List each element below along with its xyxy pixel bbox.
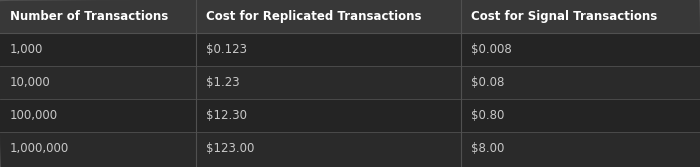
Text: Number of Transactions: Number of Transactions: [10, 10, 168, 23]
Text: 100,000: 100,000: [10, 109, 58, 122]
Text: 1,000,000: 1,000,000: [10, 142, 69, 155]
Text: $0.123: $0.123: [206, 43, 247, 56]
Text: Cost for Signal Transactions: Cost for Signal Transactions: [471, 10, 657, 23]
Bar: [0, 0, 700, 33]
Text: $0.08: $0.08: [471, 76, 505, 89]
Text: 1,000: 1,000: [10, 43, 43, 56]
Text: $1.23: $1.23: [206, 76, 239, 89]
Bar: [0, 132, 700, 165]
Text: $0.008: $0.008: [471, 43, 512, 56]
Text: Cost for Replicated Transactions: Cost for Replicated Transactions: [206, 10, 421, 23]
Bar: [0, 99, 700, 132]
Text: $0.80: $0.80: [471, 109, 505, 122]
Bar: [0, 66, 700, 99]
Bar: [0, 33, 700, 66]
Text: $8.00: $8.00: [471, 142, 505, 155]
Text: $12.30: $12.30: [206, 109, 247, 122]
Text: 10,000: 10,000: [10, 76, 50, 89]
Text: $123.00: $123.00: [206, 142, 254, 155]
